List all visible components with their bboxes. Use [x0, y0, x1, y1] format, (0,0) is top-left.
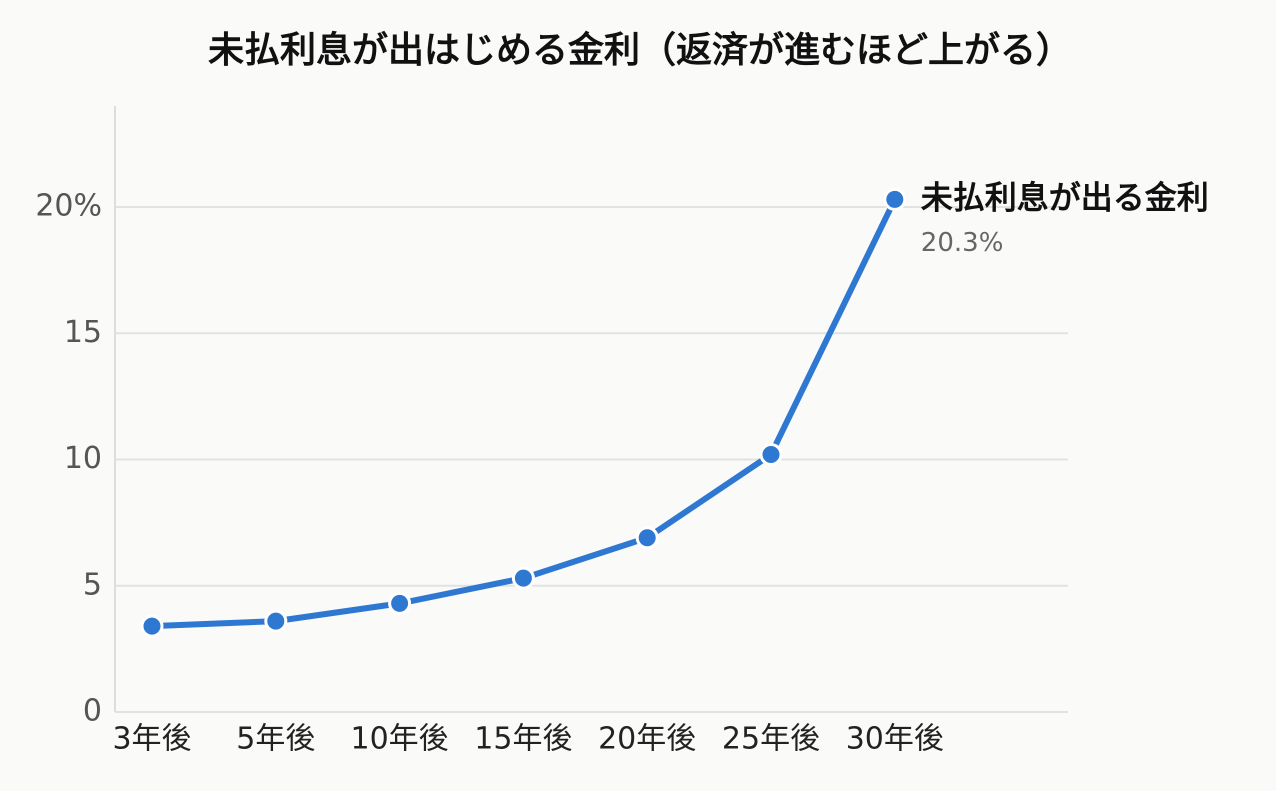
point: [511, 566, 535, 590]
x-tick-label: 25年後: [722, 722, 820, 757]
point: [264, 609, 288, 633]
line: [151, 198, 898, 630]
value-label: 20.3%: [921, 228, 1004, 258]
x-tick-label: 10年後: [351, 722, 449, 757]
y-tick-label: 5: [83, 567, 102, 602]
chart-title: 未払利息が出はじめる金利（返済が進むほど上がる）: [208, 29, 1072, 71]
point: [388, 591, 412, 615]
x-tick-label: 30年後: [846, 722, 944, 757]
point: [759, 442, 783, 466]
y-tick-label: 10: [64, 441, 102, 476]
y-tick-label: 0: [83, 694, 102, 729]
x-tick-label: 15年後: [474, 722, 572, 757]
x-tick-label: 20年後: [598, 722, 696, 757]
y-tick-label: 20%: [35, 189, 102, 224]
series-label: 未払利息が出る金利: [921, 178, 1209, 216]
y-tick-label: 15: [64, 315, 102, 350]
x-tick-label: 5年後: [236, 722, 315, 757]
point: [140, 614, 164, 638]
x-tick-label: 3年後: [112, 722, 191, 757]
point: [635, 526, 659, 550]
point: [883, 187, 907, 211]
